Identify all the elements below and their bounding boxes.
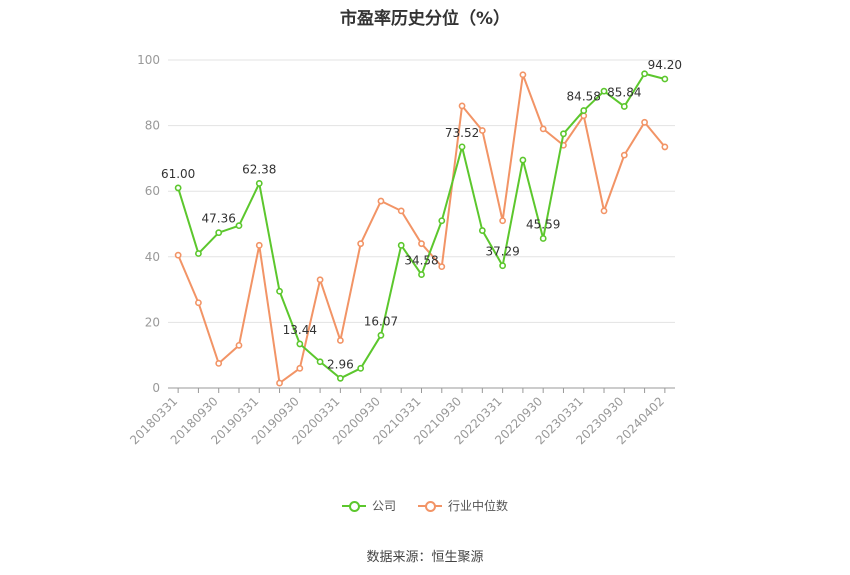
company-point-20230630 [600,87,608,95]
company-point-20200630 [357,364,365,372]
industry-median-point-20210331 [418,240,425,248]
industry-median-point-20231231 [641,118,648,126]
industry-median-point-20180930 [215,359,223,367]
data-label-20200331: 2.96 [327,357,354,371]
company-point-20231231 [641,70,648,78]
industry-median-point-20220331 [499,217,507,225]
industry-median-point-20190930 [296,364,304,372]
industry-median-point-20200331 [336,337,344,344]
company-point-20200331 [336,374,344,382]
data-label-20230930: 85.84 [607,85,641,99]
company-point-20211231 [478,227,486,234]
pe-percentile-line-chart: 0204060801002018033120180930201903312019… [127,53,682,447]
industry-median-point-20240402 [661,143,669,151]
chart-legend: 公司 行业中位数 [0,497,850,514]
company-point-20180630 [195,250,202,257]
industry-median-point-20200930 [377,197,385,205]
industry-median-point-20191231 [316,276,324,284]
company-point-20190331 [255,179,263,187]
company-point-20210331 [418,271,425,278]
data-label-20240402: 94.20 [648,58,682,72]
data-label-20200930: 16.07 [364,314,398,328]
industry-median-point-20181231 [235,341,243,349]
company-point-20221231 [560,130,567,138]
y-tick-label-100: 100 [137,53,160,67]
series-line-company [177,72,666,380]
company-point-20210630 [438,217,446,225]
industry-median-point-20190630 [276,379,283,387]
company-point-20180930 [215,229,223,237]
data-label-20190930: 13.44 [283,323,317,337]
industry-median-point-20210630 [438,263,446,271]
company-point-20240402 [661,75,669,83]
data-label-20190331: 62.38 [242,162,276,176]
legend-company-swatch-icon [341,500,366,512]
data-label-20210930: 73.52 [445,126,479,140]
industry-median-point-20200630 [357,240,365,248]
industry-median-point-20210930 [458,102,466,110]
company-point-20190930 [296,340,304,348]
y-tick-label-0: 0 [152,381,160,395]
legend-item-company[interactable]: 公司 [341,497,396,514]
company-point-20220930 [539,235,547,242]
data-label-20220930: 45.59 [526,217,560,231]
company-point-20201231 [397,241,405,249]
y-tick-label-80: 80 [145,119,160,133]
company-point-20200930 [377,331,385,339]
industry-median-point-20230930 [620,151,628,159]
company-point-20220630 [519,156,527,164]
y-tick-label-20: 20 [145,315,160,329]
industry-median-point-20230630 [600,207,608,215]
data-label-20180331: 61.00 [161,167,195,181]
company-point-20230930 [620,103,628,110]
industry-median-point-20220930 [539,125,547,133]
industry-median-point-20190331 [255,241,263,249]
company-point-20220331 [499,262,507,270]
industry-median-point-20211231 [478,127,486,134]
company-point-20230331 [580,107,588,114]
company-point-20191231 [316,358,324,366]
legend-industry-swatch-icon [418,500,442,512]
company-point-20190630 [276,287,283,295]
data-label-20230331: 84.58 [567,90,601,104]
industry-median-point-20180331 [174,251,182,259]
chart-title: 市盈率历史分位（%） [339,9,511,29]
industry-median-point-20220630 [519,71,527,79]
legend-item-industry-median[interactable]: 行业中位数 [418,497,508,514]
series-line-industry-median [177,73,666,385]
industry-median-point-20201231 [397,207,405,215]
legend-industry-label: 行业中位数 [448,499,509,513]
data-label-20180930: 47.36 [202,212,236,226]
company-point-20181231 [235,222,243,230]
data-source-note: 数据来源：恒生聚源 [366,550,484,565]
data-label-20220331: 37.29 [485,245,519,259]
data-label-20210331: 34.58 [404,254,438,268]
company-point-20210930 [458,143,466,151]
legend-company-label: 公司 [371,499,396,513]
industry-median-point-20180630 [195,299,202,307]
y-tick-label-40: 40 [145,250,160,264]
y-tick-label-60: 60 [145,184,160,198]
company-point-20180331 [174,184,182,192]
